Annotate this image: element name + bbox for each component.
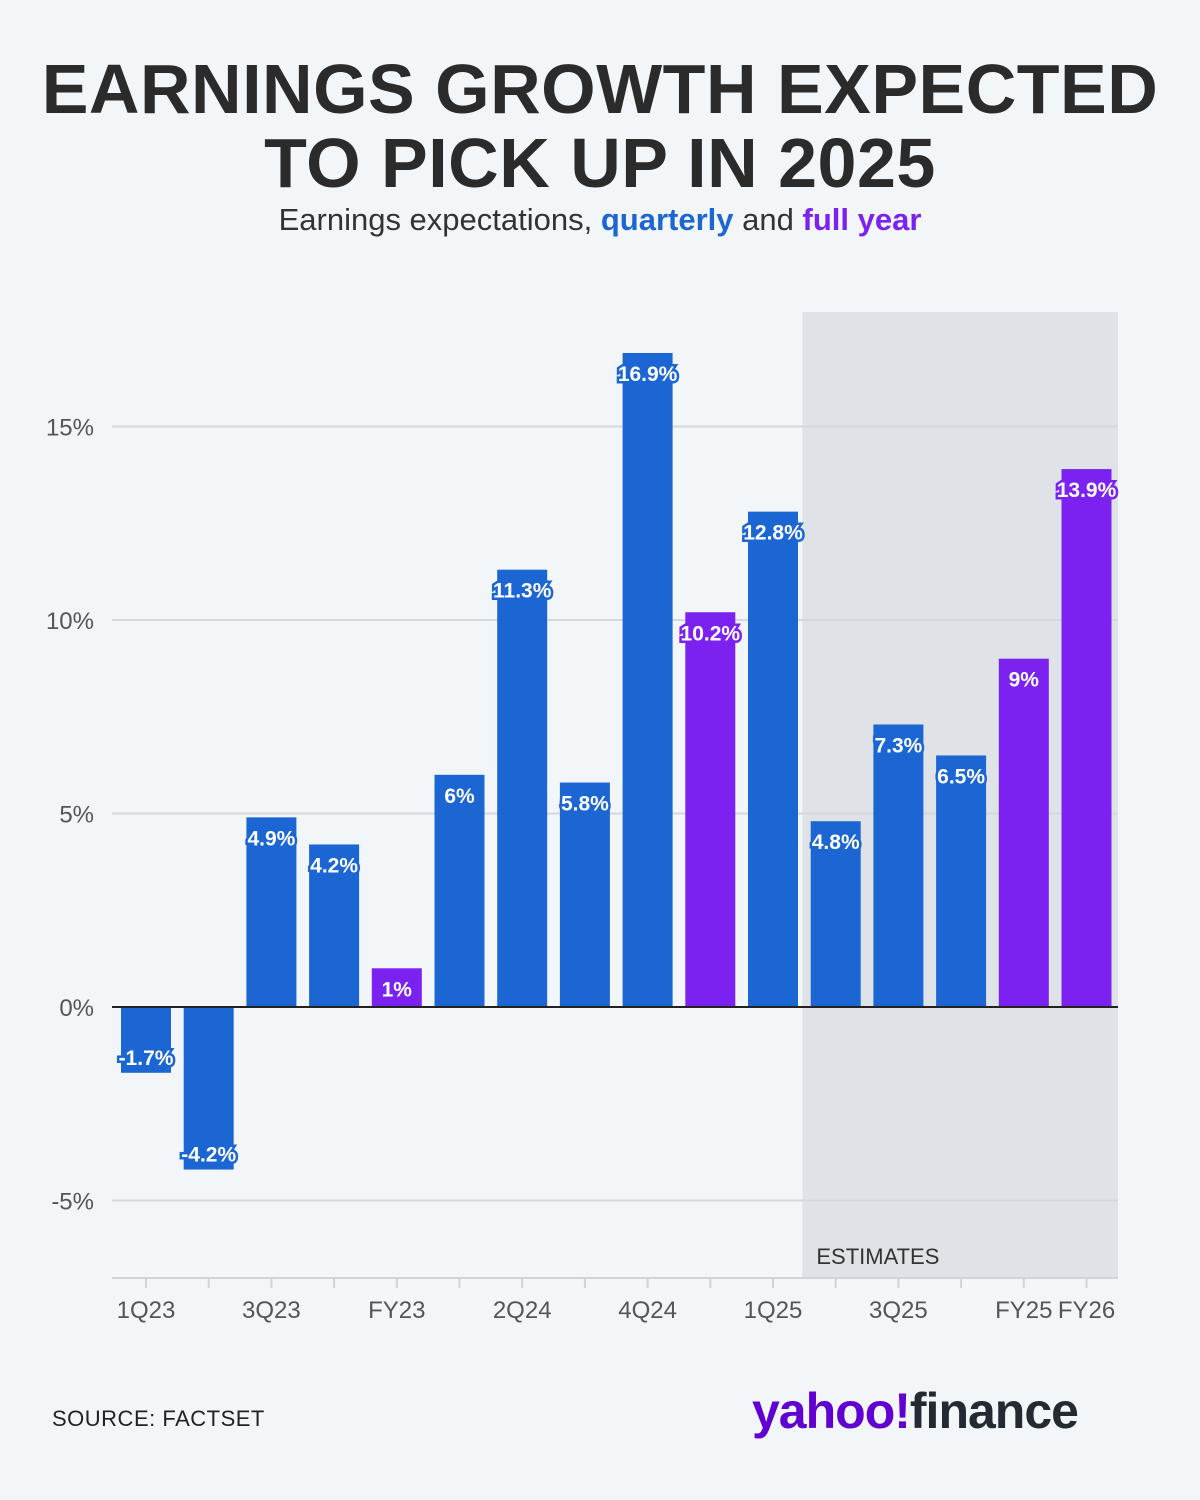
x-tick-label: 1Q23 <box>117 1297 176 1324</box>
logo-yahoo: yahoo! <box>752 1383 911 1439</box>
x-axis: 1Q23 3Q23 FY23 2Q24 4Q24 1Q25 3Q25 FY25 FY26 <box>112 1277 1118 1324</box>
source-note: SOURCE: FACTSET <box>52 1406 265 1431</box>
title-line-1: EARNINGS GROWTH EXPECTED <box>41 50 1159 128</box>
logo-finance: finance <box>909 1383 1079 1439</box>
subtitle-and: and <box>742 202 794 237</box>
bar <box>434 774 485 1007</box>
bar <box>936 755 987 1007</box>
x-tick-label: 3Q23 <box>242 1297 301 1324</box>
bar <box>810 821 861 1007</box>
data-label: 4.8% <box>812 831 860 854</box>
bar <box>246 817 297 1007</box>
bar <box>998 658 1049 1007</box>
data-label: -4.2% <box>181 1144 236 1167</box>
x-tick-label: FY25 <box>995 1297 1052 1324</box>
data-label: 12.8% <box>743 522 803 545</box>
data-label: 6.5% <box>937 765 985 788</box>
data-label: 6% <box>444 785 475 808</box>
y-tick-label: 10% <box>46 608 94 635</box>
subtitle-quarterly: quarterly <box>600 202 734 237</box>
y-tick-label: 0% <box>59 995 94 1022</box>
bar <box>121 1007 171 1073</box>
data-label: 11.3% <box>493 580 552 603</box>
bar <box>1061 469 1112 1007</box>
bar <box>371 968 422 1007</box>
data-label: 16.9% <box>618 363 678 386</box>
y-tick-label: 5% <box>59 802 94 829</box>
bar <box>748 511 798 1007</box>
bar <box>873 724 924 1007</box>
x-tick-label: 2Q24 <box>493 1297 552 1324</box>
bar <box>183 1007 234 1170</box>
title-line-2: TO PICK UP IN 2025 <box>264 124 936 202</box>
data-label: 5.8% <box>561 793 609 816</box>
data-label: 10.2% <box>681 622 741 645</box>
bar <box>497 569 548 1007</box>
data-label: 4.2% <box>310 854 358 877</box>
chart-subtitle: Earnings expectations, quarterly and ful… <box>0 202 1200 238</box>
subtitle-full-year: full year <box>802 202 922 237</box>
bars-layer <box>121 352 1112 1170</box>
yahoo-finance-logo: yahoo!finance <box>752 1382 1079 1440</box>
y-axis: -5% 0% 5% 10% 15% <box>46 415 94 1216</box>
x-tick-label: FY26 <box>1058 1297 1115 1324</box>
bar <box>622 352 673 1008</box>
bar <box>685 612 736 1007</box>
data-label: 1% <box>382 978 413 1001</box>
y-tick-label: -5% <box>51 1189 94 1216</box>
chart-title: EARNINGS GROWTH EXPECTED TO PICK UP IN 2… <box>0 52 1200 200</box>
bar <box>309 844 360 1007</box>
x-tick-label: 1Q25 <box>744 1297 803 1324</box>
data-label: 4.9% <box>247 827 295 850</box>
estimates-label: ESTIMATES <box>816 1244 939 1269</box>
data-label: 7.3% <box>874 734 922 757</box>
bar <box>559 782 610 1007</box>
y-tick-label: 15% <box>46 415 94 442</box>
x-tick-label: 4Q24 <box>618 1297 677 1324</box>
x-tick-label: 3Q25 <box>869 1297 928 1324</box>
x-tick-label: FY23 <box>368 1297 425 1324</box>
data-label: 13.9% <box>1057 479 1117 502</box>
data-labels-layer: -1.7% -4.2% 4.9% 4.2% 1% 6% 11.3% 5.8% 16.9% 10.2… <box>116 360 1119 1169</box>
data-label: 9% <box>1009 669 1040 692</box>
data-label: -1.7% <box>119 1047 174 1070</box>
subtitle-prefix: Earnings expectations, <box>278 202 593 237</box>
